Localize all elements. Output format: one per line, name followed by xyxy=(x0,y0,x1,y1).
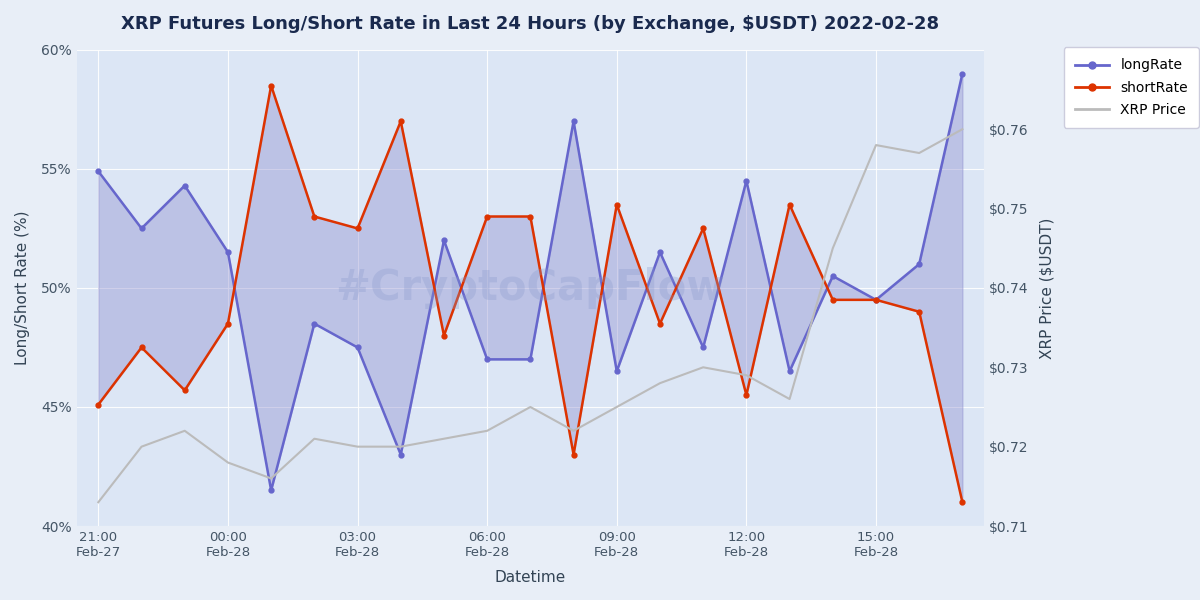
X-axis label: Datetime: Datetime xyxy=(494,570,566,585)
Title: XRP Futures Long/Short Rate in Last 24 Hours (by Exchange, $USDT) 2022-02-28: XRP Futures Long/Short Rate in Last 24 H… xyxy=(121,15,940,33)
Legend: longRate, shortRate, XRP Price: longRate, shortRate, XRP Price xyxy=(1063,47,1199,128)
Y-axis label: Long/Short Rate (%): Long/Short Rate (%) xyxy=(14,211,30,365)
Text: #CryptoCapFlow: #CryptoCapFlow xyxy=(336,267,725,309)
Y-axis label: XRP Price ($USDT): XRP Price ($USDT) xyxy=(1039,217,1055,359)
